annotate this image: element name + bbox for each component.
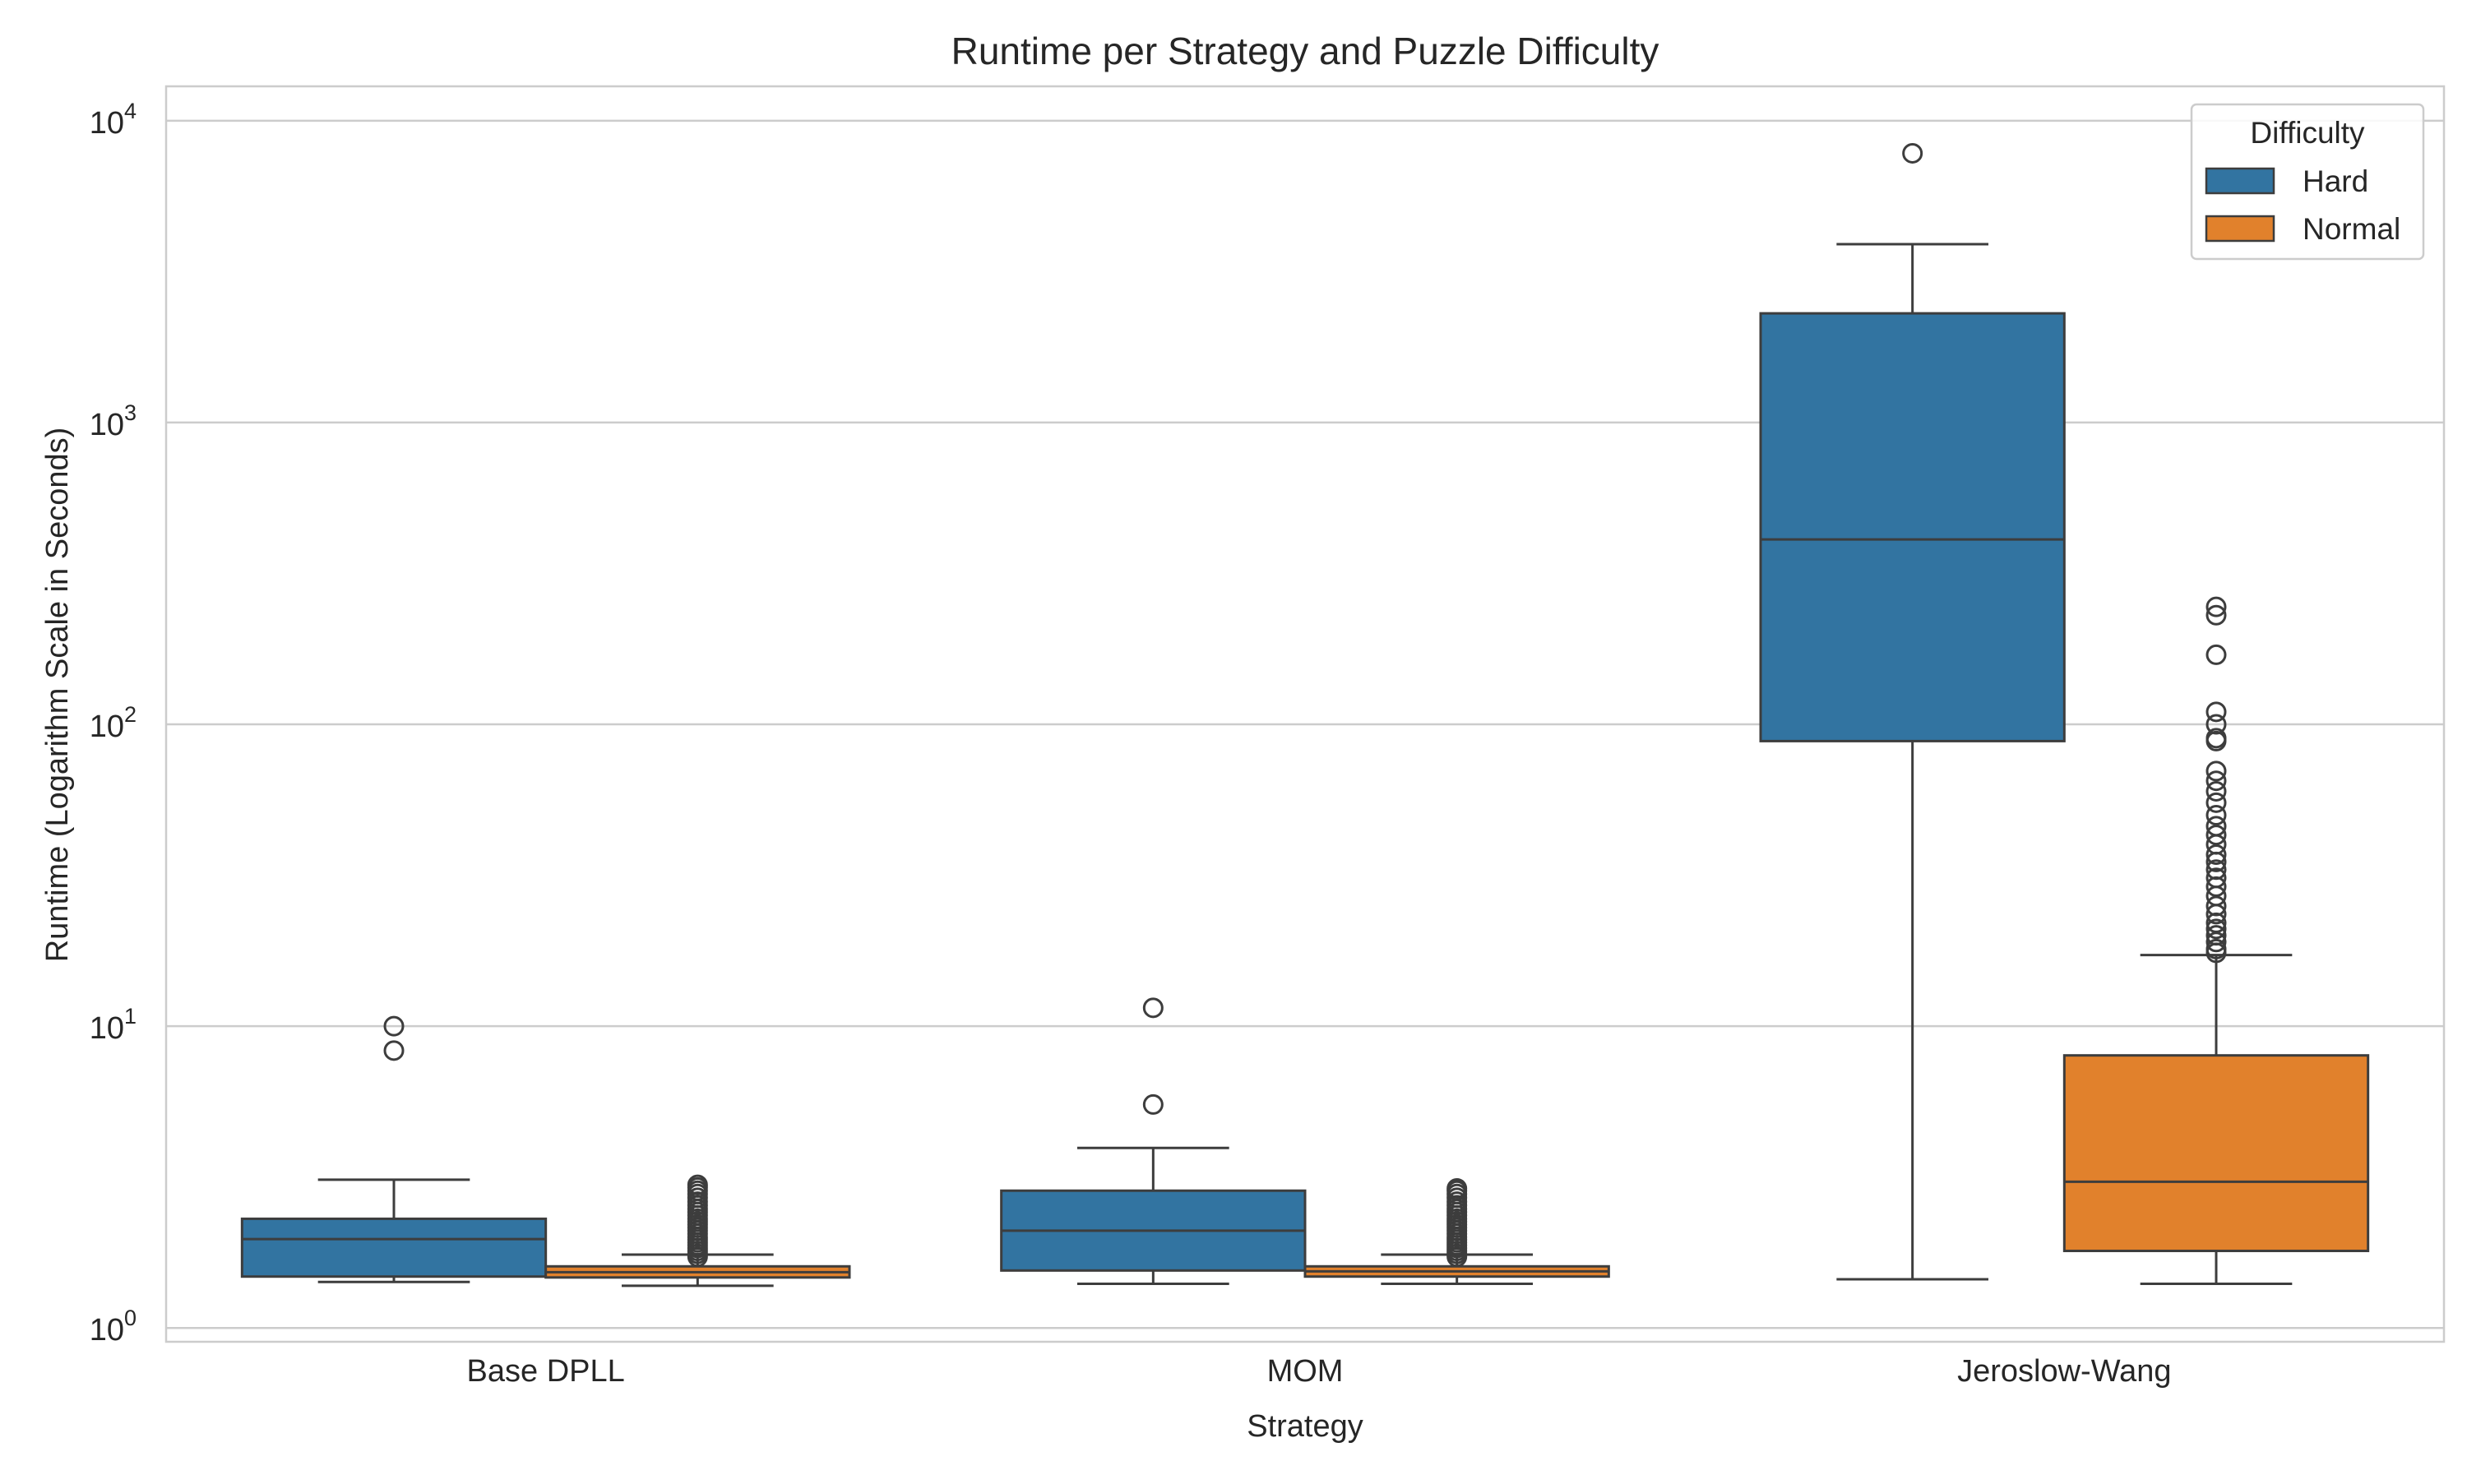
legend-swatch-normal [2205,215,2275,243]
outlier-point [2205,714,2227,735]
outlier-point [1142,997,1164,1019]
outlier-point [2205,825,2227,846]
outlier-point [383,1040,405,1061]
y-tick-label: 100 [90,1306,137,1348]
outlier-point [2205,644,2227,665]
box-layer [240,142,2370,1288]
outlier-point [2205,867,2227,889]
box-body [1759,312,2066,742]
outlier-point [2205,701,2227,723]
x-tick-label: MOM [1267,1354,1344,1389]
plot-frame [164,85,2446,1343]
outlier-point [2205,760,2227,782]
y-tick-label: 101 [90,1004,137,1046]
outlier-point [2205,770,2227,792]
outlier-point [2205,912,2227,933]
outlier-point [2205,816,2227,837]
legend-label-hard: Hard [2303,164,2368,198]
outlier-point [2205,938,2227,959]
legend-title: Difficulty [2250,116,2365,150]
chart-title: Runtime per Strategy and Puzzle Difficul… [951,30,1659,72]
y-axis-label: Runtime (Logarithm Scale in Seconds) [40,428,75,963]
outlier-point [1142,1093,1164,1115]
outlier-point [2205,844,2227,866]
legend-swatch-hard [2205,167,2275,195]
outlier-point [2205,859,2227,881]
outlier-point [2205,792,2227,813]
box-body [240,1217,548,1278]
outlier-point [2205,728,2227,749]
y-tick-label: 104 [90,99,137,141]
outlier-point [687,1174,708,1195]
outlier-point [2205,925,2227,946]
legend: Difficulty Hard Normal [2190,103,2425,261]
outlier-point [2205,918,2227,940]
y-tick-label: 102 [90,702,137,744]
box-normal-2 [2062,596,2370,1286]
x-tick-labels: Base DPLL MOM Jeroslow-Wang [467,1354,2172,1389]
outlier-point [1446,1177,1468,1199]
box-hard-0 [240,1015,548,1283]
x-axis-label: Strategy [1247,1409,1363,1444]
legend-label-normal: Normal [2303,212,2400,246]
box-body [2062,1054,2370,1252]
outlier-point [2205,780,2227,802]
x-tick-label: Jeroslow-Wang [1957,1354,2171,1389]
box-hard-1 [1000,997,1307,1286]
outlier-point [2205,895,2227,917]
y-tick-labels: 100 101 102 103 104 [90,99,137,1348]
y-tick-label: 103 [90,400,137,442]
outlier-point [2205,604,2227,626]
box-normal-0 [544,1174,851,1288]
outlier-point [2205,805,2227,826]
outlier-point [2205,596,2227,617]
box-normal-1 [1303,1177,1610,1286]
box-hard-2 [1759,142,2066,1281]
x-tick-label: Base DPLL [467,1354,625,1389]
outlier-point [1902,142,1923,164]
outlier-point [383,1015,405,1037]
